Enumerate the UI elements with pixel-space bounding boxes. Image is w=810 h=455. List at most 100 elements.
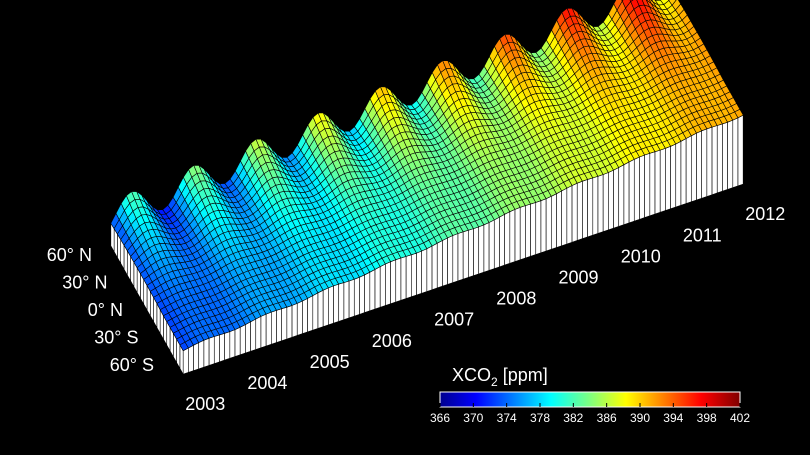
y-tick-label: 30° S xyxy=(94,328,138,348)
x-tick-label: 2010 xyxy=(621,246,661,266)
skirt-front-panel xyxy=(602,172,609,233)
skirt-front-panel xyxy=(525,203,531,259)
skirt-front-panel xyxy=(597,174,604,234)
skirt-front-panel xyxy=(317,289,324,329)
skirt-front-panel xyxy=(296,300,303,336)
skirt-front-panel xyxy=(462,229,469,280)
skirt-front-panel xyxy=(514,206,521,262)
skirt-front-panel xyxy=(691,132,697,203)
skirt-front-panel xyxy=(659,147,666,213)
axis-labels: 2003 2004 2005 2006 2007 2008 2009 2010 2011 2012… xyxy=(47,204,785,414)
skirt-front-panel xyxy=(571,182,578,243)
skirt-front-panel xyxy=(416,250,422,296)
surface-patch xyxy=(734,108,744,119)
skirt-front-panel xyxy=(587,177,594,238)
skirt-front-panel xyxy=(592,175,599,236)
skirt-front-panel xyxy=(312,292,319,331)
skirt-front-panel xyxy=(281,306,288,342)
skirt-front-panel xyxy=(473,226,480,277)
colorbar-gradient xyxy=(439,391,741,408)
skirt-front-panel xyxy=(229,329,236,359)
skirt-front-panel xyxy=(260,313,267,349)
skirt-front-panel xyxy=(639,154,645,220)
skirt-front-panel xyxy=(395,257,402,303)
skirt-front-panel xyxy=(608,169,614,231)
surface-mesh xyxy=(110,0,744,376)
skirt-front-panel xyxy=(208,336,215,366)
x-tick-label: 2004 xyxy=(247,373,287,393)
skirt-front-panel xyxy=(613,167,620,229)
skirt-front-panel xyxy=(623,161,630,226)
skirt-front-panel xyxy=(203,337,210,368)
skirt-front-panel xyxy=(618,164,625,227)
skirt-front-panel xyxy=(255,315,262,350)
skirt-front-panel xyxy=(400,255,407,301)
colorbar-tick-label: 374 xyxy=(497,411,517,425)
skirt-front-panel xyxy=(530,202,537,257)
skirt-front-panel xyxy=(265,311,272,347)
skirt-front-panel xyxy=(633,156,640,222)
colorbar-tick-label: 382 xyxy=(563,411,583,425)
x-tick-label: 2011 xyxy=(683,225,722,245)
skirt-front-panel xyxy=(234,326,241,357)
colorbar-tick-label: 390 xyxy=(630,411,650,425)
y-tick-label: 0° N xyxy=(88,300,123,320)
skirt-front-panel xyxy=(706,126,713,197)
colorbar: XCO2 [ppm] 366 370 374 378 382 386 390 394 398 40… xyxy=(430,365,750,425)
skirt-front-panel xyxy=(219,332,225,363)
skirt-front-panel xyxy=(561,187,568,247)
skirt-front-panel xyxy=(213,334,220,365)
skirt-front-panel xyxy=(379,263,386,308)
skirt-front-panel xyxy=(727,119,734,190)
skirt-front-panel xyxy=(333,283,340,324)
skirt-front-panel xyxy=(286,304,293,340)
colorbar-tick-label: 402 xyxy=(730,411,750,425)
skirt-front-panel xyxy=(322,287,329,328)
skirt-front-panel xyxy=(493,216,500,270)
x-tick-label: 2003 xyxy=(185,394,225,414)
skirt-front-panel xyxy=(239,324,246,356)
skirt-front-panel xyxy=(182,347,189,375)
skirt-front-panel xyxy=(654,149,661,215)
skirt-front-panel xyxy=(431,242,438,291)
skirt-front-panel xyxy=(193,342,200,372)
y-tick-label: 30° N xyxy=(62,273,107,293)
skirt-front-panel xyxy=(385,261,391,306)
skirt-front-panel xyxy=(680,138,687,206)
skirt-front-panel xyxy=(276,308,282,343)
skirt-front-panel xyxy=(711,125,718,196)
skirt-front-panel xyxy=(737,114,744,187)
skirt-front-panel xyxy=(566,185,573,245)
x-tick-label: 2007 xyxy=(434,310,474,330)
colorbar-tick-label: 394 xyxy=(663,411,683,425)
x-tick-label: 2008 xyxy=(496,289,536,309)
skirt-front-panel xyxy=(188,344,194,373)
skirt-front-panel xyxy=(328,285,334,326)
skirt-front-panel xyxy=(442,237,448,287)
skirt-front-panel xyxy=(447,235,454,285)
skirt-front-panel xyxy=(426,245,433,292)
x-tick-label: 2006 xyxy=(372,331,412,351)
skirt-front-panel xyxy=(582,179,588,240)
skirt-front-panel xyxy=(250,318,257,352)
skirt-front-panel xyxy=(302,297,308,335)
skirt-front-panel xyxy=(519,205,526,261)
skirt-front-panel xyxy=(576,180,583,241)
y-tick-label: 60° N xyxy=(47,245,92,265)
skirt-front-panel xyxy=(198,339,205,370)
skirt-front-panel xyxy=(628,158,635,224)
skirt-front-panel xyxy=(499,213,505,268)
skirt-front-panel xyxy=(716,123,723,194)
skirt-front-panel xyxy=(436,239,443,289)
skirt-front-panel xyxy=(732,117,739,189)
colorbar-tick-label: 398 xyxy=(697,411,717,425)
skirt-front-panel xyxy=(224,331,231,361)
skirt-front-panel xyxy=(390,259,397,305)
skirt-front-panel xyxy=(338,282,345,322)
y-tick-label: 60° S xyxy=(110,355,154,375)
skirt-front-panel xyxy=(405,254,412,299)
skirt-front-panel xyxy=(696,130,702,201)
skirt-front-panel xyxy=(483,222,490,273)
skirt-front-panel xyxy=(307,295,314,333)
